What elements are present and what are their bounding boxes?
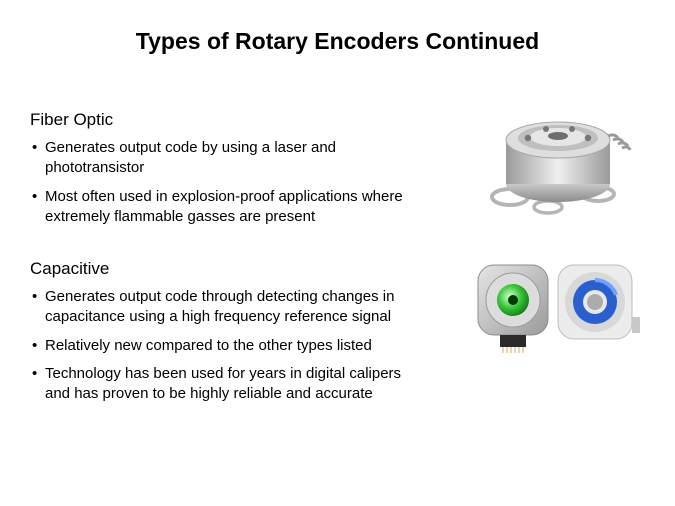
capacitive-encoder-image (468, 259, 643, 354)
bullet-item: Technology has been used for years in di… (30, 364, 425, 405)
bullet-item: Generates output code through detecting … (30, 287, 425, 328)
bullet-item: Generates output code by using a laser a… (30, 138, 425, 179)
slide-title: Types of Rotary Encoders Continued (30, 28, 645, 55)
section-capacitive: Capacitive Generates output code through… (30, 259, 645, 404)
bullet-item: Most often used in explosion-proof appli… (30, 187, 425, 228)
fiber-optic-encoder-image (488, 102, 633, 222)
section-fiber-optic: Fiber Optic Generates output code by usi… (30, 110, 645, 227)
bullet-item: Relatively new compared to the other typ… (30, 336, 425, 356)
bullet-list: Generates output code through detecting … (30, 287, 425, 404)
bullet-list: Generates output code by using a laser a… (30, 138, 425, 227)
